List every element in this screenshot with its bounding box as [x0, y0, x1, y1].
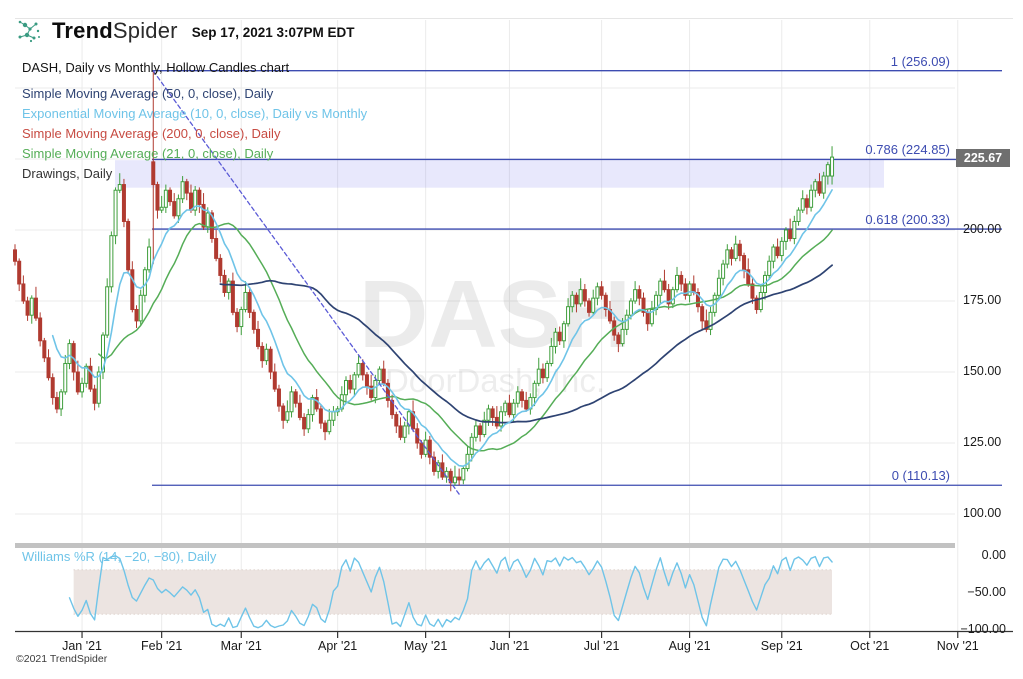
month-axis-label: Sep '21 [760, 639, 803, 653]
fib-level-label: 0 (110.13) [891, 468, 950, 484]
month-axis-label: Feb '21 [140, 639, 183, 653]
copyright-text: ©2021 TrendSpider [16, 653, 108, 665]
williams-axis-label: −100.00 [960, 622, 1006, 636]
last-price-badge: 225.67 [956, 149, 1010, 167]
williams-axis-label: −50.00 [967, 585, 1006, 599]
watermark-symbol: DASH [359, 261, 631, 368]
panel-resize-handle[interactable] [15, 543, 955, 548]
price-axis-label: 125.00 [963, 435, 1002, 449]
month-axis-label: Apr '21 [318, 639, 358, 653]
brand-light: Spider [112, 18, 178, 43]
legend-item-sma21[interactable]: Simple Moving Average (21, 0, close), Da… [22, 146, 274, 161]
month-axis-label: Oct '21 [850, 639, 890, 653]
fib-level-label: 1 (256.09) [890, 53, 950, 69]
header: TrendSpider Sep 17, 2021 3:07PM EDT [14, 16, 355, 46]
williams-axis-label: 0.00 [981, 548, 1006, 562]
chart-timestamp: Sep 17, 2021 3:07PM EDT [191, 25, 355, 40]
month-axis-label: May '21 [403, 639, 448, 653]
price-axis-label: 175.00 [963, 293, 1002, 307]
legend-item-sma50[interactable]: Simple Moving Average (50, 0, close), Da… [22, 86, 274, 101]
price-axis-label: 200.00 [963, 222, 1002, 236]
price-axis-label: 100.00 [963, 506, 1002, 520]
month-axis-label: Jun '21 [489, 639, 530, 653]
watermark-company: DoorDash, Inc. [385, 362, 605, 399]
month-axis-label: Mar '21 [220, 639, 262, 653]
brand-bold: Trend [52, 18, 113, 43]
month-axis-label: Jul '21 [583, 639, 620, 653]
legend-item-drawings[interactable]: Drawings, Daily [22, 166, 113, 181]
trendspider-logo-icon [18, 20, 40, 43]
month-axis-label: Aug '21 [668, 639, 711, 653]
chart-title: DASH, Daily vs Monthly, Hollow Candles c… [22, 60, 290, 75]
month-axis-label: Nov '21 [936, 639, 979, 653]
legend-item-sma200[interactable]: Simple Moving Average (200, 0, close), D… [22, 126, 281, 141]
legend-item-williams-r[interactable]: Williams %R (14, −20, −80), Daily [22, 549, 217, 564]
brand-wordmark: TrendSpider [52, 18, 178, 44]
month-axis-label: Jan '21 [62, 639, 102, 653]
legend-item-ema10[interactable]: Exponential Moving Average (10, 0, close… [22, 106, 368, 121]
fib-level-label: 0.618 (200.33) [865, 212, 950, 228]
price-axis-label: 150.00 [963, 364, 1002, 378]
fib-level-label: 0.786 (224.85) [865, 142, 950, 158]
